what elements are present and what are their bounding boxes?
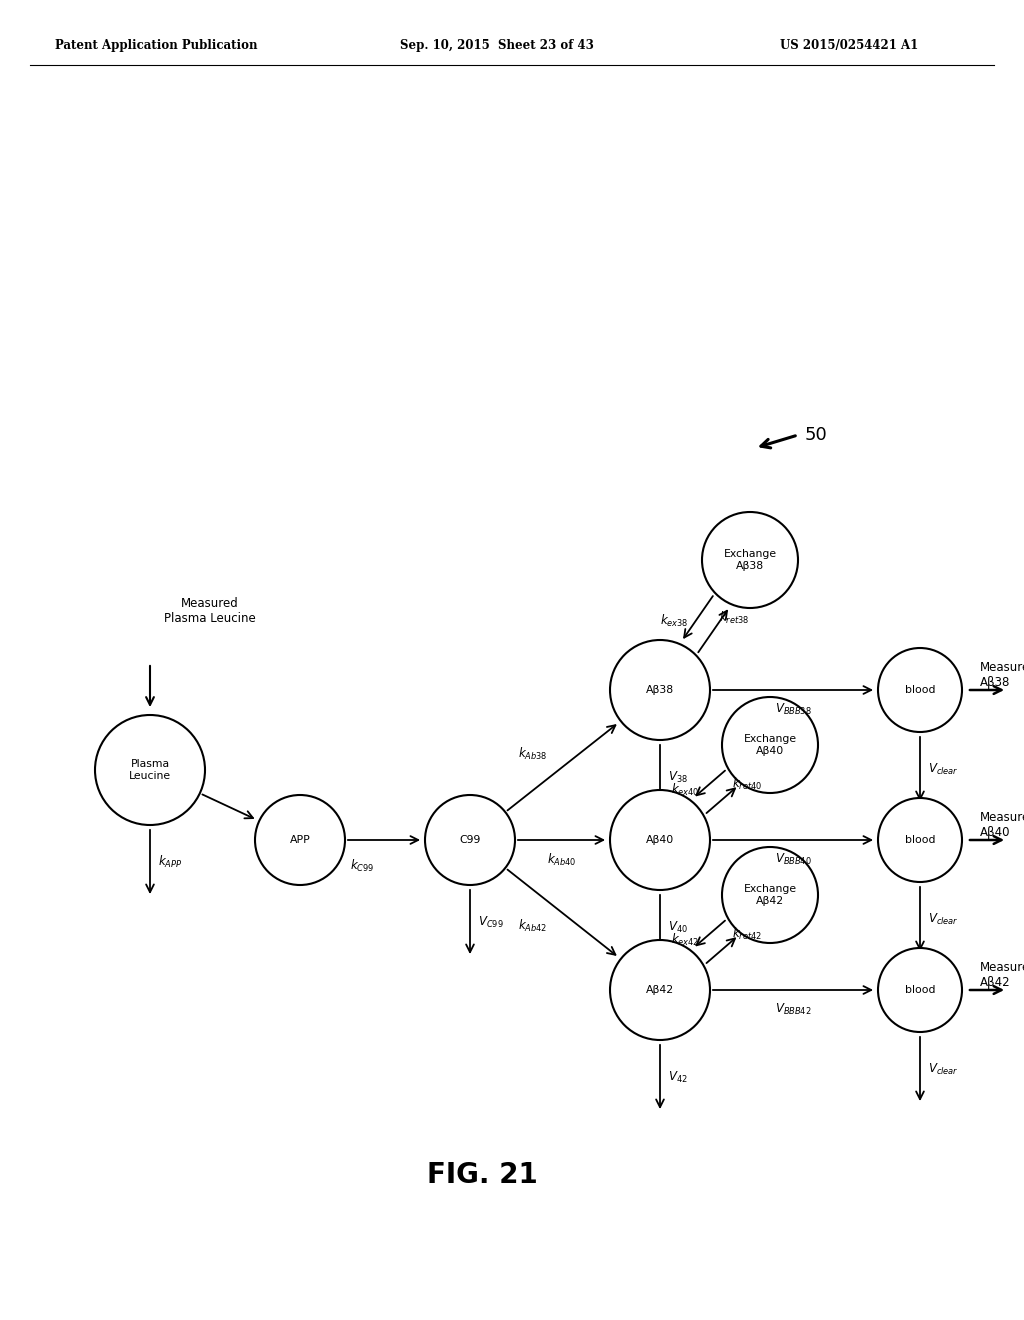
Text: $k_{ex38}$: $k_{ex38}$	[660, 612, 689, 628]
Text: blood: blood	[905, 836, 935, 845]
Text: Aβ40: Aβ40	[646, 836, 674, 845]
Text: Measured
Plasma Leucine: Measured Plasma Leucine	[164, 597, 256, 624]
Text: $k_{Ab42}$: $k_{Ab42}$	[518, 917, 547, 935]
Circle shape	[878, 648, 962, 733]
Text: Aβ38: Aβ38	[646, 685, 674, 696]
Text: $V_{clear}$: $V_{clear}$	[928, 911, 958, 927]
Text: Sep. 10, 2015  Sheet 23 of 43: Sep. 10, 2015 Sheet 23 of 43	[400, 38, 594, 51]
Text: APP: APP	[290, 836, 310, 845]
Text: Measured
Aβ38: Measured Aβ38	[980, 661, 1024, 689]
Text: Measured
Aβ40: Measured Aβ40	[980, 810, 1024, 840]
Text: $k_{Ab38}$: $k_{Ab38}$	[518, 746, 547, 762]
Text: Exchange
Aβ40: Exchange Aβ40	[743, 734, 797, 756]
Circle shape	[722, 697, 818, 793]
Text: $k_{ret38}$: $k_{ret38}$	[720, 610, 750, 626]
Text: $V_{42}$: $V_{42}$	[668, 1069, 688, 1085]
Text: 50: 50	[805, 426, 827, 444]
Text: Plasma
Leucine: Plasma Leucine	[129, 759, 171, 781]
Text: $V_{38}$: $V_{38}$	[668, 770, 688, 784]
Text: $k_{ret40}$: $k_{ret40}$	[732, 776, 763, 792]
Circle shape	[610, 940, 710, 1040]
Text: blood: blood	[905, 685, 935, 696]
Text: $k_{C99}$: $k_{C99}$	[350, 858, 375, 874]
Text: $k_{ex42}$: $k_{ex42}$	[671, 932, 699, 948]
Text: $k_{Ab40}$: $k_{Ab40}$	[547, 851, 577, 869]
Circle shape	[425, 795, 515, 884]
Circle shape	[610, 789, 710, 890]
Text: Patent Application Publication: Patent Application Publication	[55, 38, 257, 51]
Circle shape	[702, 512, 798, 609]
Text: Aβ42: Aβ42	[646, 985, 674, 995]
Text: $V_{BBB40}$: $V_{BBB40}$	[774, 851, 811, 867]
Text: FIG. 21: FIG. 21	[427, 1162, 538, 1189]
Text: US 2015/0254421 A1: US 2015/0254421 A1	[780, 38, 919, 51]
Text: Measured
Aβ42: Measured Aβ42	[980, 961, 1024, 989]
Text: $V_{C99}$: $V_{C99}$	[478, 915, 504, 929]
Text: $V_{40}$: $V_{40}$	[668, 920, 688, 935]
Text: $k_{ret42}$: $k_{ret42}$	[732, 925, 762, 941]
Text: $V_{clear}$: $V_{clear}$	[928, 762, 958, 776]
Text: $V_{BBB38}$: $V_{BBB38}$	[774, 702, 811, 717]
Text: $V_{BBB42}$: $V_{BBB42}$	[775, 1002, 811, 1018]
Circle shape	[255, 795, 345, 884]
Circle shape	[878, 799, 962, 882]
Text: $V_{clear}$: $V_{clear}$	[928, 1061, 958, 1077]
Text: $k_{ex40}$: $k_{ex40}$	[671, 781, 699, 799]
Text: Exchange
Aβ38: Exchange Aβ38	[723, 549, 776, 570]
Circle shape	[722, 847, 818, 942]
Text: $k_{APP}$: $k_{APP}$	[158, 854, 182, 870]
Circle shape	[610, 640, 710, 741]
Text: blood: blood	[905, 985, 935, 995]
Circle shape	[95, 715, 205, 825]
Circle shape	[878, 948, 962, 1032]
Text: C99: C99	[460, 836, 480, 845]
Text: Exchange
Aβ42: Exchange Aβ42	[743, 884, 797, 906]
